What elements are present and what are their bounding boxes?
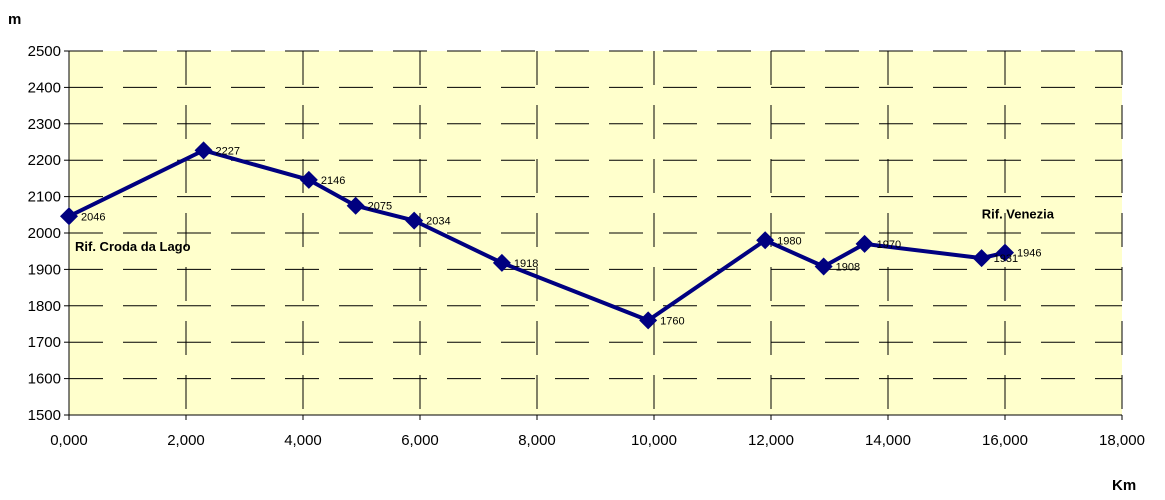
- y-tick-labels: 1500 1600 1700 1800 1900 2000 2100 2200 2300 2400…: [28, 43, 61, 424]
- data-label: 1918: [514, 258, 538, 270]
- y-tick-label: 2100: [28, 189, 61, 206]
- x-tick-label: 8,000: [518, 432, 556, 449]
- data-point-marker: [299, 170, 318, 189]
- data-label: 1946: [1017, 248, 1041, 260]
- data-point-marker: [814, 257, 833, 276]
- data-point-marker: [756, 231, 775, 250]
- y-axis-title: m: [8, 11, 21, 28]
- x-axis-title: Km: [1112, 477, 1136, 494]
- data-point-marker: [639, 311, 658, 330]
- y-tick-label: 1600: [28, 371, 61, 388]
- data-label: 2046: [81, 211, 105, 223]
- data-labels: 2046 2227 2146 2075 2034 1918 1760 1980 1908 1970…: [81, 145, 1041, 327]
- data-label: 2034: [426, 216, 450, 228]
- y-tick-label: 1800: [28, 298, 61, 315]
- x-tick-label: 16,000: [982, 432, 1028, 449]
- y-tick-label: 2500: [28, 43, 61, 60]
- y-tick-label: 2300: [28, 116, 61, 133]
- x-tick-label: 10,000: [631, 432, 677, 449]
- y-tick-label: 1900: [28, 261, 61, 278]
- x-tick-label: 6,000: [401, 432, 439, 449]
- y-tick-label: 1700: [28, 334, 61, 351]
- data-point-marker: [405, 211, 424, 230]
- axes: [64, 50, 1123, 420]
- annotation-label: Rif. Croda da Lago: [75, 239, 191, 254]
- annotations: Rif. Croda da Lago Rif. Venezia: [75, 206, 1055, 254]
- data-label: 2146: [321, 175, 345, 187]
- data-point-marker: [855, 234, 874, 253]
- grid-lines: [69, 50, 1123, 415]
- data-label: 1931: [994, 253, 1018, 265]
- data-point-marker: [60, 207, 78, 226]
- y-tick-label: 2200: [28, 152, 61, 169]
- data-point-marker: [346, 196, 365, 215]
- y-tick-label: 1500: [28, 407, 61, 424]
- series-line: [68, 148, 1006, 323]
- data-label: 1970: [877, 239, 901, 251]
- data-label: 1980: [777, 235, 801, 247]
- data-label: 2227: [216, 145, 240, 157]
- x-tick-label: 18,000: [1099, 432, 1145, 449]
- x-tick-labels: 0,000 2,000 4,000 6,000 8,000 10,000 12,000 14,…: [50, 432, 1145, 449]
- data-label: 1760: [660, 315, 684, 327]
- x-tick-label: 2,000: [167, 432, 205, 449]
- data-label: 2075: [368, 201, 392, 213]
- x-tick-label: 4,000: [284, 432, 322, 449]
- y-tick-label: 2400: [28, 79, 61, 96]
- x-tick-label: 12,000: [748, 432, 794, 449]
- data-point-marker: [194, 141, 213, 160]
- data-markers: [60, 141, 1014, 330]
- x-tick-label: 14,000: [865, 432, 911, 449]
- x-tick-label: 0,000: [50, 432, 88, 449]
- data-label: 1908: [836, 261, 860, 273]
- y-tick-label: 2000: [28, 225, 61, 242]
- data-point-marker: [492, 253, 511, 272]
- annotation-label: Rif. Venezia: [982, 206, 1055, 221]
- data-point-marker: [972, 249, 991, 268]
- data-point-marker: [996, 243, 1014, 262]
